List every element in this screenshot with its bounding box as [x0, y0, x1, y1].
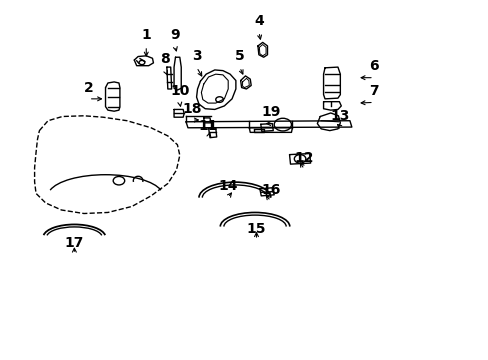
Text: 11: 11: [199, 120, 218, 134]
Text: 9: 9: [170, 28, 180, 42]
Text: 19: 19: [261, 105, 280, 119]
Text: 4: 4: [253, 14, 263, 28]
Text: 13: 13: [330, 109, 349, 123]
Text: 14: 14: [218, 179, 237, 193]
Text: 12: 12: [294, 151, 313, 165]
Text: 8: 8: [160, 53, 170, 66]
Text: 7: 7: [368, 84, 378, 98]
Text: 15: 15: [246, 222, 265, 236]
Text: 16: 16: [261, 183, 280, 197]
Text: 3: 3: [191, 49, 201, 63]
Text: 17: 17: [64, 236, 84, 250]
Text: 1: 1: [141, 28, 151, 42]
Text: 5: 5: [234, 49, 244, 63]
Text: 10: 10: [170, 84, 189, 98]
Text: 2: 2: [84, 81, 93, 95]
Text: 18: 18: [182, 102, 201, 116]
Text: 6: 6: [368, 59, 378, 73]
